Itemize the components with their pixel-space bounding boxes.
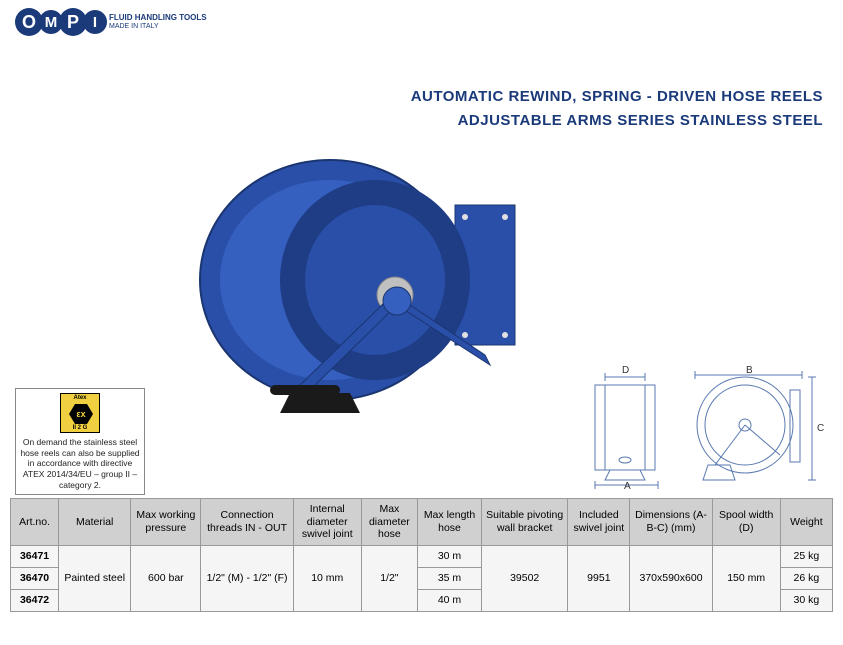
- spec-header-cell: Internal diameter swivel joint: [293, 499, 361, 546]
- spec-header-cell: Max working pressure: [131, 499, 201, 546]
- cell-pressure: 600 bar: [131, 545, 201, 611]
- page-title: AUTOMATIC REWIND, SPRING - DRIVEN HOSE R…: [411, 85, 823, 133]
- dim-label-d: D: [622, 365, 629, 376]
- logo-tag-wrap: FLUID HANDLING TOOLS MADE IN ITALY: [109, 14, 207, 30]
- cell-int-dia: 10 mm: [293, 545, 361, 611]
- spec-header-cell: Suitable pivoting wall bracket: [482, 499, 568, 546]
- cell-max-dia: 1/2": [361, 545, 417, 611]
- cell-artno: 36470: [11, 567, 59, 589]
- spec-header-cell: Spool width (D): [712, 499, 780, 546]
- dim-label-c: C: [817, 423, 824, 434]
- cell-swivel: 9951: [568, 545, 630, 611]
- spec-header-cell: Connection threads IN - OUT: [201, 499, 293, 546]
- spec-header-cell: Art.no.: [11, 499, 59, 546]
- spec-header-cell: Max diameter hose: [361, 499, 417, 546]
- atex-badge-top: Atex: [61, 395, 99, 401]
- product-image: [175, 145, 555, 455]
- atex-ex-icon: εx: [69, 404, 93, 424]
- cell-weight: 30 kg: [780, 589, 832, 611]
- dim-label-a: A: [624, 481, 631, 490]
- atex-badge-bot: II 2 G: [61, 425, 99, 431]
- cell-spool: 150 mm: [712, 545, 780, 611]
- cell-material: Painted steel: [59, 545, 131, 611]
- table-row: 36471Painted steel600 bar1/2" (M) - 1/2"…: [11, 545, 833, 567]
- dimension-diagram: D A B C: [580, 365, 825, 490]
- cell-weight: 25 kg: [780, 545, 832, 567]
- spec-header-cell: Dimensions (A-B-C) (mm): [630, 499, 712, 546]
- spec-header-cell: Included swivel joint: [568, 499, 630, 546]
- brand-logo: O M P I FLUID HANDLING TOOLS MADE IN ITA…: [15, 8, 207, 36]
- logo-letter: I: [83, 10, 107, 34]
- title-line-2: ADJUSTABLE ARMS SERIES STAINLESS STEEL: [411, 109, 823, 133]
- spec-header-row: Art.no.MaterialMax working pressureConne…: [11, 499, 833, 546]
- cell-threads: 1/2" (M) - 1/2" (F): [201, 545, 293, 611]
- spec-header-cell: Weight: [780, 499, 832, 546]
- spec-body: 36471Painted steel600 bar1/2" (M) - 1/2"…: [11, 545, 833, 611]
- cell-bracket: 39502: [482, 545, 568, 611]
- cell-length: 35 m: [417, 567, 481, 589]
- spec-header-cell: Material: [59, 499, 131, 546]
- atex-badge: Atex εx II 2 G: [60, 393, 100, 433]
- atex-notice: Atex εx II 2 G On demand the stainless s…: [15, 388, 145, 495]
- title-line-1: AUTOMATIC REWIND, SPRING - DRIVEN HOSE R…: [411, 85, 823, 109]
- cell-artno: 36471: [11, 545, 59, 567]
- spec-table: Art.no.MaterialMax working pressureConne…: [10, 498, 833, 612]
- spec-header-cell: Max length hose: [417, 499, 481, 546]
- cell-artno: 36472: [11, 589, 59, 611]
- cell-weight: 26 kg: [780, 567, 832, 589]
- cell-length: 30 m: [417, 545, 481, 567]
- atex-text: On demand the stainless steel hose reels…: [20, 437, 140, 490]
- cell-length: 40 m: [417, 589, 481, 611]
- logo-letters: O M P I: [15, 8, 103, 36]
- cell-dims: 370x590x600: [630, 545, 712, 611]
- logo-subtag: MADE IN ITALY: [109, 23, 207, 31]
- dim-label-b: B: [746, 365, 753, 376]
- logo-tagline: FLUID HANDLING TOOLS: [109, 14, 207, 23]
